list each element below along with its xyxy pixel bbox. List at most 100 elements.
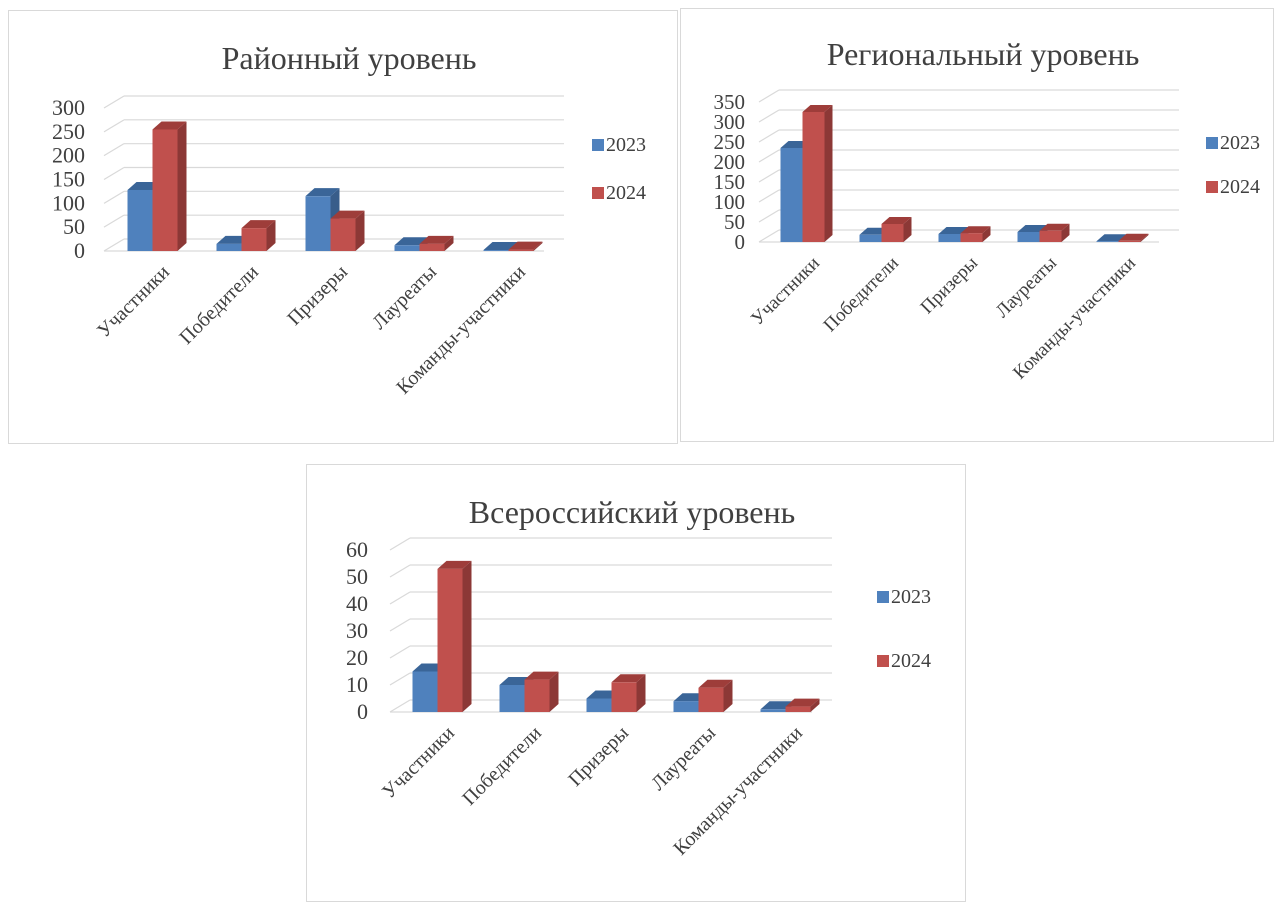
gridline-depth: [103, 214, 125, 228]
x-tick-label: Призеры: [283, 261, 352, 330]
gridline-depth: [103, 119, 125, 133]
y-tick-label: 300: [52, 95, 85, 120]
legend-label: 2024: [606, 182, 646, 204]
bar-top: [1096, 234, 1127, 242]
bar-side: [266, 220, 276, 251]
bar-front: [859, 234, 882, 242]
bar-front: [586, 698, 612, 712]
x-tick-label: Участники: [747, 253, 824, 330]
bar-front: [780, 148, 803, 242]
bar-front: [241, 228, 267, 251]
bar-front: [785, 706, 811, 712]
bar-top: [1118, 233, 1149, 241]
chart-national-level: Всероссийский уровень 0 10 20 30 40 50 60 Участ…: [306, 464, 966, 902]
y-tick-label: 20: [346, 645, 368, 670]
x-tick-label: Победители: [820, 253, 903, 336]
bar-2024: [437, 560, 472, 712]
bar-front: [394, 245, 420, 251]
y-tick-label: 200: [714, 150, 746, 174]
y-tick-label: 100: [714, 190, 746, 214]
gridline-depth: [389, 618, 411, 632]
bar-front: [216, 243, 242, 251]
bar-front: [1118, 240, 1141, 242]
bar-top: [508, 241, 543, 250]
legend: 2023 2024: [1206, 132, 1260, 198]
y-tick-label: 40: [346, 591, 368, 616]
gridline-depth: [389, 672, 411, 686]
bar-side: [462, 560, 472, 712]
x-tick-label: Лауреаты: [368, 261, 441, 334]
bar-side: [177, 121, 187, 251]
bar-front: [881, 224, 904, 242]
bar-side: [810, 698, 820, 712]
bar-2024: [1118, 233, 1149, 242]
bar-2024: [1039, 223, 1070, 242]
bar-front: [1096, 241, 1119, 242]
x-tick-label: Лауреаты: [992, 253, 1061, 322]
gridline-depth: [389, 645, 411, 659]
bar-front: [499, 685, 525, 712]
chart-title: Всероссийский уровень: [469, 494, 795, 530]
y-tick-label: 350: [714, 90, 746, 114]
bar-front: [802, 112, 825, 242]
x-tick-label: Призеры: [564, 722, 633, 791]
y-tick-label: 150: [714, 170, 746, 194]
bar-side: [444, 235, 454, 251]
bar-side: [903, 217, 912, 242]
bar-front: [483, 250, 509, 251]
bar-top: [802, 105, 833, 112]
bar-front: [673, 701, 699, 712]
y-tick-label: 50: [346, 564, 368, 589]
bar-front: [305, 196, 331, 251]
bar-side: [355, 210, 365, 251]
bar-front: [1039, 230, 1062, 242]
bar-front: [1017, 232, 1040, 242]
bar-top: [960, 226, 991, 234]
y-tick-label: 250: [52, 119, 85, 144]
bar-top: [881, 217, 912, 224]
bar-top: [524, 671, 559, 680]
bar-2024: [330, 210, 365, 251]
legend-swatch: [877, 655, 889, 667]
bar-front: [508, 249, 534, 251]
y-tick-label: 0: [74, 238, 85, 263]
bar-top: [152, 121, 187, 130]
bar-front: [698, 687, 724, 712]
bar-top: [241, 220, 276, 229]
bar-2024: [960, 226, 991, 242]
legend-swatch: [592, 187, 604, 199]
gridline-depth: [103, 166, 125, 181]
gridline-depth: [103, 238, 125, 252]
bar-front: [330, 218, 356, 251]
legend-label: 2024: [891, 650, 931, 672]
bar-2024: [881, 217, 912, 242]
bar-front: [152, 129, 178, 251]
bar-2024: [698, 679, 733, 712]
bar-top: [1039, 223, 1070, 231]
bar-top: [611, 674, 646, 683]
legend-swatch: [1206, 181, 1218, 193]
y-tick-label: 150: [52, 167, 85, 192]
bar-front: [938, 234, 961, 242]
bar-side: [1061, 223, 1070, 242]
y-tick-label: 60: [346, 537, 368, 562]
gridline-depth: [389, 564, 411, 578]
y-tick-label: 300: [714, 110, 746, 134]
x-tick-label: Лауреаты: [647, 722, 720, 795]
y-tick-label: 30: [346, 618, 368, 643]
bar-2024: [508, 241, 543, 251]
bar-side: [1140, 233, 1149, 242]
legend-label: 2024: [1220, 176, 1260, 198]
bar-side: [982, 226, 991, 242]
bar-front: [760, 709, 786, 712]
legend-label: 2023: [1220, 132, 1260, 154]
y-tick-label: 200: [52, 143, 85, 168]
gridline-depth: [758, 209, 780, 223]
bar-side: [723, 679, 733, 712]
gridlines: [758, 89, 1179, 243]
x-tick-label: Призеры: [917, 253, 983, 319]
